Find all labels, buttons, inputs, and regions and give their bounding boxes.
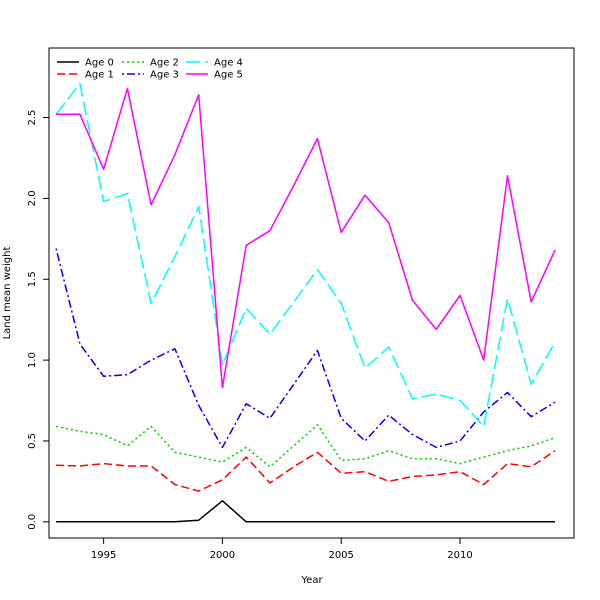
legend-label-age-5: Age 5 <box>214 70 243 81</box>
y-tick-label-4: 2.0 <box>27 190 38 206</box>
y-tick-label-2: 1.0 <box>27 352 38 368</box>
x-tick-label-1995: 1995 <box>91 550 116 561</box>
series-layer <box>55 82 556 523</box>
series-line-age-5 <box>56 87 556 389</box>
x-tick-label-2000: 2000 <box>210 550 235 561</box>
y-tick-label-0: 0.0 <box>27 514 38 530</box>
y-axis: 0.0 0.5 1.0 1.5 2.0 2.5 <box>27 110 49 530</box>
plot-frame <box>48 47 575 539</box>
legend-label-age-4: Age 4 <box>214 58 243 69</box>
series-line-age-4 <box>55 82 556 428</box>
legend-label-age-1: Age 1 <box>85 70 114 81</box>
series-line-age-0 <box>56 500 555 523</box>
y-tick-label-1: 0.5 <box>27 433 38 449</box>
legend-label-age-3: Age 3 <box>150 70 179 81</box>
y-tick-label-3: 1.5 <box>27 271 38 287</box>
y-tick-label-5: 2.5 <box>27 110 38 126</box>
y-axis-label: Land mean weight <box>2 247 13 340</box>
x-tick-label-2010: 2010 <box>447 550 472 561</box>
x-tick-label-2005: 2005 <box>328 550 353 561</box>
series-line-age-3 <box>55 248 556 449</box>
legend-label-age-0: Age 0 <box>85 58 114 69</box>
x-axis: 1995 2000 2005 2010 <box>91 538 473 561</box>
legend-label-age-2: Age 2 <box>150 58 179 69</box>
x-axis-label: Year <box>300 575 323 586</box>
